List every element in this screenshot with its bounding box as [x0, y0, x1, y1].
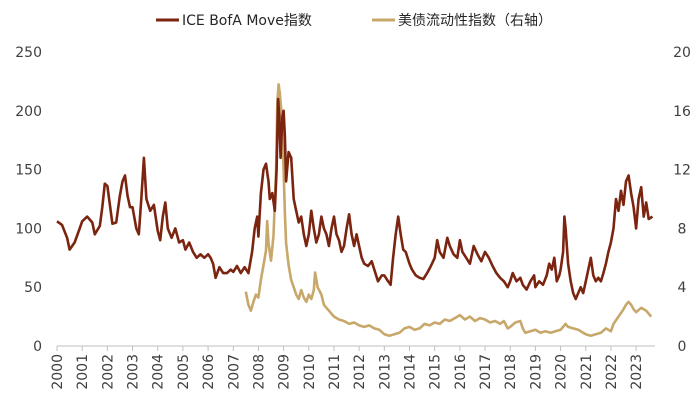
y-right-tick-label: 4 — [678, 280, 687, 296]
x-tick-label: 2014 — [403, 354, 419, 390]
x-tick-label: 2019 — [528, 354, 544, 390]
x-tick-label: 2023 — [629, 354, 645, 390]
legend-label-move: ICE BofA Move指数 — [182, 13, 312, 29]
y-right-tick-label: 20 — [673, 45, 691, 61]
x-tick-label: 2006 — [201, 354, 217, 390]
legend-label-liquidity: 美债流动性指数（右轴） — [398, 13, 552, 29]
y-right-tick-label: 12 — [673, 163, 691, 179]
series-line-move — [56, 97, 654, 301]
x-tick-label: 2003 — [126, 354, 142, 390]
x-tick-label: 2021 — [579, 354, 595, 390]
y-left-tick-label: 0 — [33, 339, 42, 355]
x-tick-label: 2015 — [428, 354, 444, 390]
x-tick-label: 2009 — [277, 354, 293, 390]
x-tick-label: 2016 — [453, 354, 469, 390]
y-left-tick-label: 150 — [15, 163, 42, 179]
y-left-tick-label: 200 — [15, 104, 42, 120]
legend: ICE BofA Move指数 美债流动性指数（右轴） — [156, 13, 552, 29]
x-tick-label: 2010 — [302, 354, 318, 390]
y-right-tick-label: 8 — [678, 221, 687, 237]
x-tick-label: 2000 — [50, 354, 66, 390]
x-tick-label: 2020 — [554, 354, 570, 390]
x-tick-label: 2018 — [503, 354, 519, 390]
x-axis-ticks: 2000 2001 2002 2003 2004 2005 2006 2007 2008 2009… — [50, 346, 645, 390]
left-y-axis: 0 50 100 150 200 250 — [15, 45, 42, 355]
x-tick-label: 2008 — [251, 354, 267, 390]
x-tick-label: 2012 — [352, 354, 368, 390]
y-right-tick-label: 16 — [673, 104, 691, 120]
y-left-tick-label: 250 — [15, 45, 42, 61]
y-left-tick-label: 50 — [24, 280, 42, 296]
x-tick-label: 2005 — [176, 354, 192, 390]
right-y-axis: 0 4 8 12 16 20 — [673, 45, 691, 355]
x-tick-label: 2011 — [327, 354, 343, 390]
series-line-liquidity — [244, 83, 653, 337]
x-tick-label: 2004 — [151, 354, 167, 390]
x-tick-label: 2013 — [377, 354, 393, 390]
x-tick-label: 2022 — [604, 354, 620, 390]
series-layer — [56, 83, 654, 337]
x-tick-label: 2017 — [478, 354, 494, 390]
x-tick-label: 2002 — [100, 354, 116, 390]
y-left-tick-label: 100 — [15, 221, 42, 237]
x-tick-label: 2001 — [75, 354, 91, 390]
y-right-tick-label: 0 — [678, 339, 687, 355]
x-tick-label: 2007 — [226, 354, 242, 390]
